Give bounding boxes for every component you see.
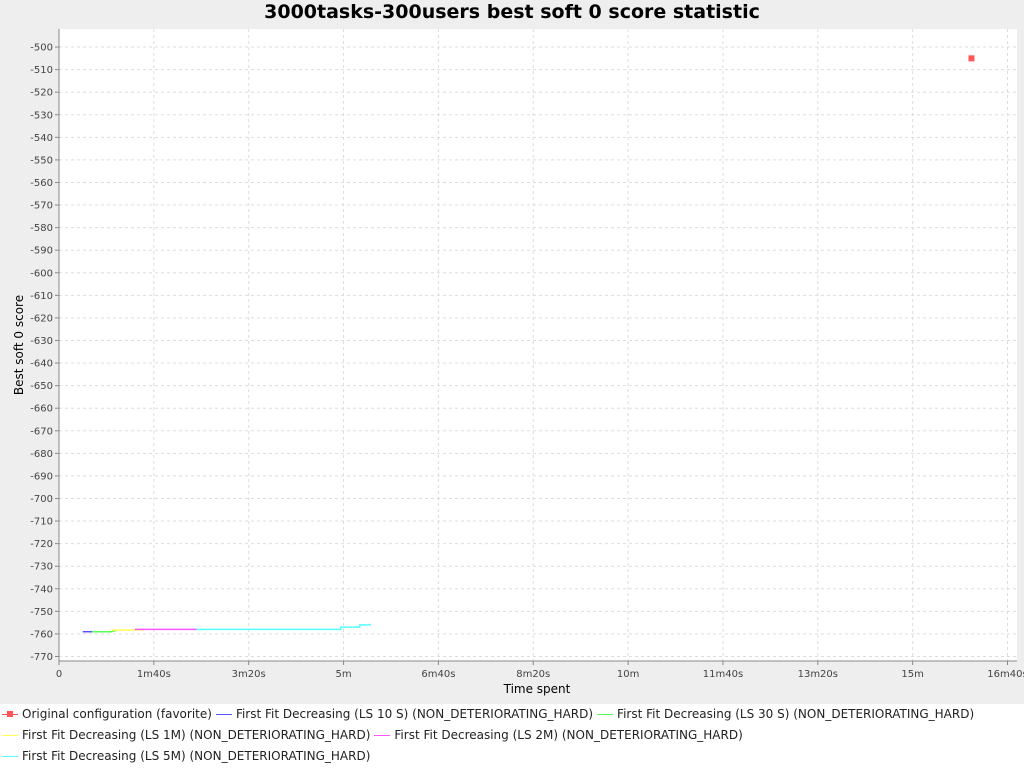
legend-item: Original configuration (favorite) (2, 704, 212, 724)
y-tick-label: -650 (30, 381, 53, 392)
x-axis-label: Time spent (503, 682, 571, 696)
legend-swatch (2, 709, 18, 719)
x-tick-label: 6m40s (421, 669, 455, 680)
y-tick-label: -500 (30, 43, 53, 54)
legend-label: First Fit Decreasing (LS 5M) (NON_DETERI… (22, 749, 371, 763)
legend-label: First Fit Decreasing (LS 2M) (NON_DETERI… (394, 728, 743, 742)
x-tick-label: 1m40s (137, 669, 171, 680)
y-tick-label: -750 (30, 607, 53, 618)
y-tick-label: -640 (30, 359, 53, 370)
x-tick-label: 11m40s (703, 669, 743, 680)
y-tick-label: -740 (30, 584, 53, 595)
legend-swatch (2, 751, 18, 761)
y-tick-label: -620 (30, 313, 53, 324)
legend-row: First Fit Decreasing (LS 1M) (NON_DETERI… (2, 725, 747, 745)
y-tick-label: -510 (30, 65, 53, 76)
x-tick-label: 3m20s (232, 669, 266, 680)
legend-swatch (374, 730, 391, 740)
legend-row: First Fit Decreasing (LS 5M) (NON_DETERI… (2, 746, 374, 766)
legend: Original configuration (favorite) First F… (0, 704, 1024, 768)
legend-swatch (2, 730, 18, 740)
y-tick-label: -630 (30, 336, 53, 347)
legend-label: Original configuration (favorite) (22, 707, 212, 721)
series-point-0 (968, 55, 975, 62)
x-tick-label: 0 (56, 669, 62, 680)
grid (58, 29, 1017, 661)
legend-row: Original configuration (favorite) First F… (2, 704, 978, 724)
y-tick-label: -680 (30, 449, 53, 460)
y-tick-label: -610 (30, 291, 53, 302)
x-tick-label: 15m (901, 669, 923, 680)
legend-item: First Fit Decreasing (LS 10 S) (NON_DETE… (215, 704, 594, 724)
y-tick-label: -550 (30, 155, 53, 166)
y-tick-label: -530 (30, 110, 53, 121)
y-tick-label: -560 (30, 178, 53, 189)
y-tick-label: -570 (30, 201, 53, 212)
y-axis-label: Best soft 0 score (12, 295, 26, 395)
legend-item: First Fit Decreasing (LS 1M) (NON_DETERI… (2, 725, 370, 745)
legend-swatch (215, 709, 232, 719)
x-tick-label: 13m20s (798, 669, 838, 680)
x-tick-label: 10m (617, 669, 639, 680)
legend-label: First Fit Decreasing (LS 30 S) (NON_DETE… (617, 707, 975, 721)
series-line-2 (92, 629, 117, 633)
y-tick-label: -690 (30, 471, 53, 482)
legend-item: First Fit Decreasing (LS 5M) (NON_DETERI… (2, 746, 370, 766)
plot-background (59, 29, 1017, 661)
y-tick-label: -580 (30, 223, 53, 234)
y-tick-label: -730 (30, 562, 53, 573)
x-tick-label: 16m40s (987, 669, 1024, 680)
legend-swatch (597, 709, 614, 719)
legend-item: First Fit Decreasing (LS 2M) (NON_DETERI… (374, 725, 743, 745)
legend-label: First Fit Decreasing (LS 10 S) (NON_DETE… (235, 707, 594, 721)
chart-title: 3000tasks-300users best soft 0 score sta… (264, 1, 760, 23)
y-tick-label: -720 (30, 539, 53, 550)
series-line-5 (196, 623, 371, 631)
y-tick-label: -710 (30, 517, 53, 528)
y-tick-label: -770 (30, 652, 53, 663)
series-layer (82, 55, 975, 633)
y-tick-label: -700 (30, 494, 53, 505)
y-tick-label: -590 (30, 246, 53, 257)
y-tick-label: -760 (30, 629, 53, 640)
x-tick-label: 5m (335, 669, 351, 680)
legend-label: First Fit Decreasing (LS 1M) (NON_DETERI… (22, 728, 371, 742)
y-tick-label: -660 (30, 404, 53, 415)
y-tick-label: -540 (30, 133, 53, 144)
y-tick-label: -600 (30, 268, 53, 279)
legend-item: First Fit Decreasing (LS 30 S) (NON_DETE… (597, 704, 974, 724)
axes: -500 -510 -520 -530 -540 -550 -560 -570 -580 -590… (30, 29, 1024, 680)
y-tick-label: -670 (30, 426, 53, 437)
y-tick-label: -520 (30, 88, 53, 99)
x-tick-label: 8m20s (516, 669, 550, 680)
chart-area: -500 -510 -520 -530 -540 -550 -560 -570 -580 -590… (12, 29, 1024, 696)
